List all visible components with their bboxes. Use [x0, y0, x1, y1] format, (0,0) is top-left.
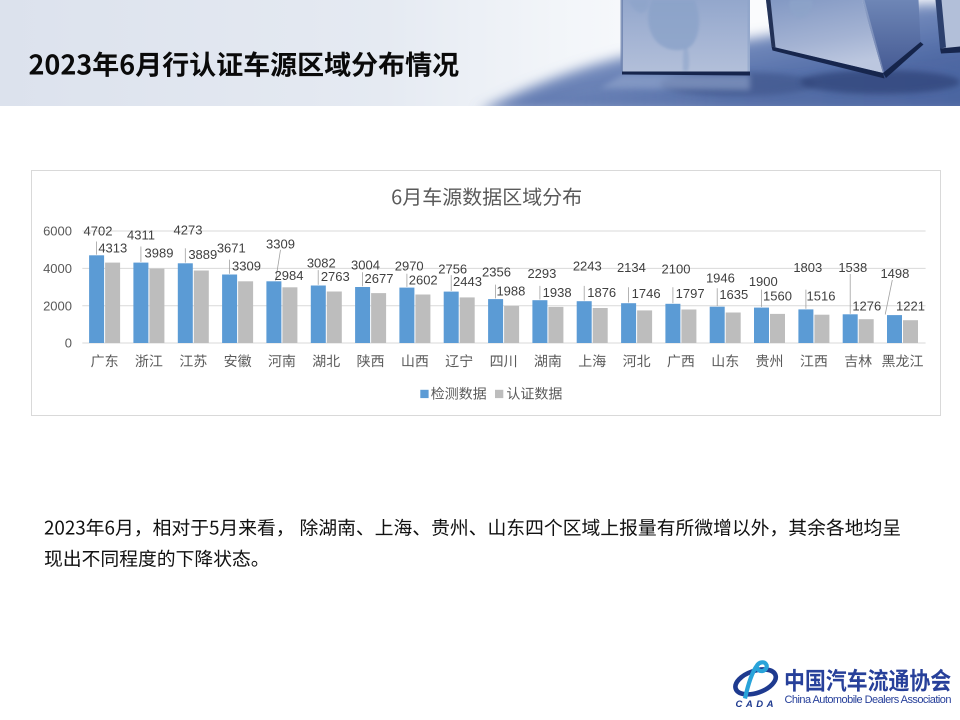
svg-text:1803: 1803: [793, 260, 822, 275]
svg-text:4311: 4311: [127, 227, 155, 242]
svg-text:2984: 2984: [275, 268, 304, 283]
svg-text:CADA: CADA: [736, 699, 774, 710]
svg-text:2443: 2443: [453, 274, 482, 289]
svg-text:1900: 1900: [749, 274, 778, 289]
svg-text:1221: 1221: [896, 298, 925, 313]
svg-text:2677: 2677: [365, 271, 394, 286]
svg-text:1946: 1946: [706, 270, 735, 285]
svg-text:3671: 3671: [217, 240, 246, 255]
svg-text:1560: 1560: [763, 289, 792, 304]
svg-text:0: 0: [65, 336, 72, 351]
svg-text:1988: 1988: [496, 284, 525, 299]
svg-text:1876: 1876: [587, 285, 616, 300]
svg-text:3004: 3004: [351, 258, 380, 273]
svg-text:4000: 4000: [43, 261, 72, 276]
svg-text:2756: 2756: [438, 261, 467, 276]
svg-text:3309: 3309: [266, 236, 295, 251]
svg-text:4273: 4273: [174, 222, 203, 237]
svg-text:2970: 2970: [395, 259, 424, 274]
svg-text:4313: 4313: [98, 240, 127, 255]
svg-text:1276: 1276: [852, 298, 881, 313]
svg-text:3989: 3989: [145, 245, 174, 260]
svg-text:1516: 1516: [807, 289, 836, 304]
svg-text:2000: 2000: [43, 298, 72, 313]
svg-text:2134: 2134: [617, 260, 646, 275]
svg-text:1938: 1938: [543, 285, 572, 300]
svg-text:1746: 1746: [632, 286, 661, 301]
svg-text:2763: 2763: [321, 269, 350, 284]
svg-text:1797: 1797: [676, 286, 705, 301]
svg-text:6000: 6000: [43, 224, 72, 239]
svg-text:2100: 2100: [662, 262, 691, 277]
svg-text:4702: 4702: [84, 224, 113, 239]
svg-text:1498: 1498: [880, 266, 909, 281]
svg-text:3889: 3889: [188, 247, 217, 262]
svg-text:3309: 3309: [232, 259, 261, 274]
svg-text:2356: 2356: [482, 264, 511, 279]
svg-text:2602: 2602: [409, 273, 438, 288]
svg-text:China Automobile Dealers Assoc: China Automobile Dealers Association: [785, 694, 952, 706]
svg-text:2293: 2293: [527, 266, 556, 281]
svg-text:1635: 1635: [719, 287, 748, 302]
svg-text:2243: 2243: [573, 259, 602, 274]
svg-text:1538: 1538: [838, 260, 867, 275]
svg-text:3082: 3082: [307, 255, 336, 270]
